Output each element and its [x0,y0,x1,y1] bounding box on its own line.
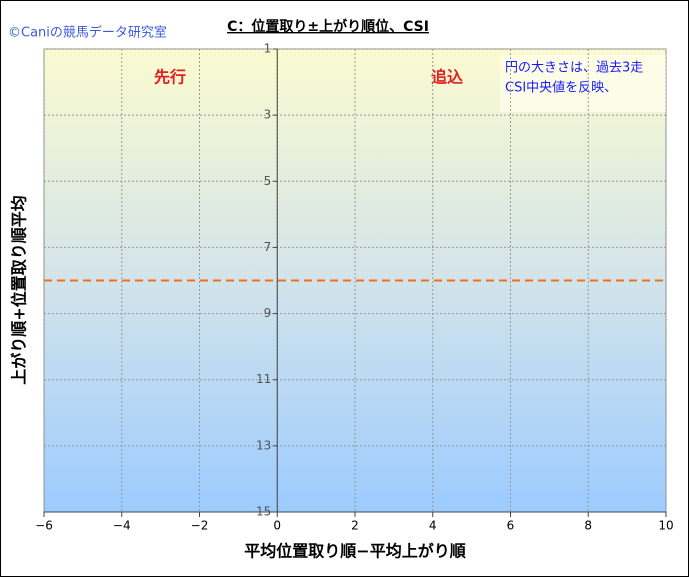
x-axis-label: 平均位置取り順−平均上がり順 [244,542,466,561]
annotation: 追込 [431,68,463,87]
y-tick-label: 9 [264,306,272,320]
note-box [500,55,666,112]
y-axis-label: 上がり順+位置取り順平均 [10,195,29,384]
x-tick-label: 10 [658,519,673,533]
y-tick-label: 7 [264,240,272,254]
note: CSI中央値を反映、 [505,80,617,96]
y-tick-label: 11 [256,372,271,386]
x-tick-label: 4 [429,519,437,533]
chart-title: C：位置取り±上がり順位、CSI [227,18,429,35]
y-tick-label: 3 [264,108,272,122]
x-tick-label: 2 [351,519,359,533]
credit: ©Caniの競馬データ研究室 [8,25,167,41]
annotation: 先行 [154,68,186,87]
y-tick-label: 5 [264,174,272,188]
x-tick-label: −2 [191,519,209,533]
x-tick-label: −6 [35,519,53,533]
x-tick-label: −4 [113,519,131,533]
y-tick-label: 1 [264,42,272,56]
x-tick-label: 6 [507,519,515,533]
y-tick-label: 13 [256,438,271,452]
x-tick-label: 8 [584,519,592,533]
note: 円の大きさは、過去3走 [505,61,643,76]
x-tick-label: 0 [273,519,281,533]
